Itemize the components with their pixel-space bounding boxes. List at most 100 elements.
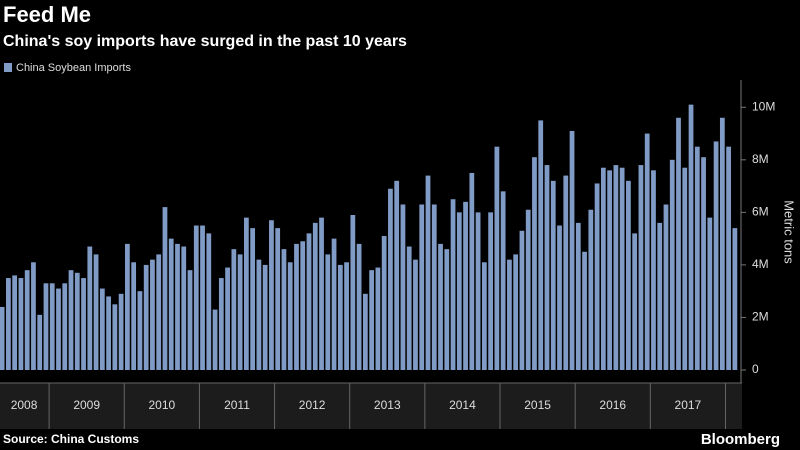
bar: [200, 225, 205, 370]
bar: [613, 165, 619, 370]
bar: [68, 270, 74, 370]
bar: [500, 191, 506, 370]
bar: [99, 288, 105, 370]
bar: [638, 165, 644, 370]
x-tick-label: 2010: [148, 398, 175, 412]
x-axis-band: [0, 383, 742, 429]
x-tick-label: 2008: [11, 398, 38, 412]
y-tick-label: 8M: [752, 152, 769, 166]
bar: [394, 180, 400, 370]
bar: [431, 204, 437, 370]
bar: [162, 207, 168, 370]
bar: [56, 288, 61, 370]
bar: [344, 262, 349, 370]
bar: [81, 278, 86, 370]
legend-swatch: [4, 63, 12, 72]
bar: [49, 283, 55, 370]
bar: [356, 243, 362, 370]
bar: [732, 228, 738, 370]
bar: [125, 243, 130, 370]
bar: [206, 233, 212, 370]
x-tick-label: 2013: [374, 398, 401, 412]
bar: [582, 251, 587, 370]
bar: [663, 204, 669, 370]
bar: [181, 246, 187, 370]
bar: [350, 214, 356, 370]
bar: [337, 264, 343, 370]
bar: [594, 183, 600, 370]
bar: [626, 180, 631, 370]
x-tick-label: 2017: [675, 398, 702, 412]
bar: [726, 146, 731, 370]
bar: [575, 222, 581, 370]
bar: [93, 254, 99, 370]
source: Source: China Customs: [3, 432, 139, 446]
bar: [469, 172, 475, 370]
bar: [218, 278, 224, 370]
y-tick-label: 0: [752, 362, 759, 376]
bar: [325, 254, 331, 370]
bar: [287, 262, 293, 370]
bar: [262, 264, 268, 370]
bar: [319, 217, 324, 370]
bar: [256, 259, 262, 370]
bar: [156, 254, 162, 370]
bar: [713, 141, 719, 370]
bar: [438, 243, 443, 370]
bar: [688, 104, 694, 371]
bar: [475, 212, 481, 370]
bar: [12, 275, 18, 370]
bar: [644, 133, 650, 370]
bar: [6, 278, 11, 370]
bar: [212, 309, 218, 370]
bar: [619, 167, 625, 370]
bar: [250, 228, 256, 370]
bar: [413, 259, 418, 370]
bar: [275, 228, 281, 370]
bar: [243, 217, 249, 370]
brand: Bloomberg: [701, 431, 780, 448]
bar: [519, 230, 525, 370]
bar: [550, 180, 556, 370]
bar: [456, 212, 462, 370]
bar: [406, 246, 412, 370]
x-tick-label: 2012: [299, 398, 326, 412]
bar: [237, 254, 243, 370]
y-tick-label: 6M: [752, 205, 769, 219]
x-tick-label: 2011: [224, 398, 250, 412]
bar: [369, 270, 375, 370]
bar: [532, 157, 537, 370]
chart-title: Feed Me: [3, 2, 91, 27]
bar: [701, 157, 706, 370]
x-tick-label: 2014: [449, 398, 476, 412]
bar: [150, 259, 155, 370]
bar: [669, 159, 675, 370]
bar: [231, 249, 237, 370]
bar: [62, 283, 68, 370]
bar: [694, 146, 700, 370]
bar: [74, 272, 80, 370]
bar: [544, 165, 550, 370]
bar: [300, 241, 306, 370]
bar: [450, 199, 456, 370]
bar: [225, 267, 230, 370]
bar: [187, 270, 193, 370]
bar: [419, 204, 425, 370]
bar: [131, 262, 137, 370]
bar: [112, 304, 118, 370]
bar: [538, 120, 544, 370]
bar: [175, 243, 180, 370]
bar: [676, 117, 681, 370]
bar: [362, 293, 368, 370]
bar: [375, 267, 381, 370]
y-tick-label: 2M: [752, 310, 769, 324]
bar: [481, 262, 487, 370]
bar: [0, 306, 5, 370]
bar: [31, 262, 36, 370]
bar: [18, 278, 24, 370]
bar: [118, 293, 124, 370]
bar: [87, 246, 93, 370]
bar: [106, 296, 111, 370]
bar: [24, 270, 30, 370]
